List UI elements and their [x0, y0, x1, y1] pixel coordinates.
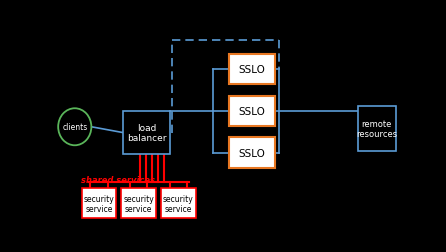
Bar — [82, 188, 116, 218]
Bar — [123, 112, 170, 154]
Text: load
balancer: load balancer — [127, 123, 166, 143]
Text: security
service: security service — [163, 194, 194, 213]
Text: SSLO: SSLO — [239, 148, 265, 158]
Bar — [229, 96, 275, 126]
Bar — [229, 54, 275, 85]
Text: security
service: security service — [83, 194, 114, 213]
Ellipse shape — [58, 109, 91, 146]
Text: remote
resources: remote resources — [356, 119, 397, 139]
Bar — [161, 188, 196, 218]
Bar — [358, 107, 396, 151]
Text: SSLO: SSLO — [239, 65, 265, 75]
Text: shared services: shared services — [81, 176, 155, 184]
Text: security
service: security service — [124, 194, 154, 213]
Text: SSLO: SSLO — [239, 106, 265, 116]
Bar — [121, 188, 156, 218]
Bar — [229, 138, 275, 168]
Text: clients: clients — [62, 123, 87, 132]
